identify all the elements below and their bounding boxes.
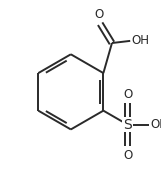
- Text: OH: OH: [131, 34, 149, 47]
- Text: O: O: [123, 88, 132, 101]
- Text: O: O: [95, 8, 104, 21]
- Text: O: O: [123, 149, 132, 162]
- Text: OH: OH: [150, 118, 161, 131]
- Text: S: S: [123, 118, 132, 132]
